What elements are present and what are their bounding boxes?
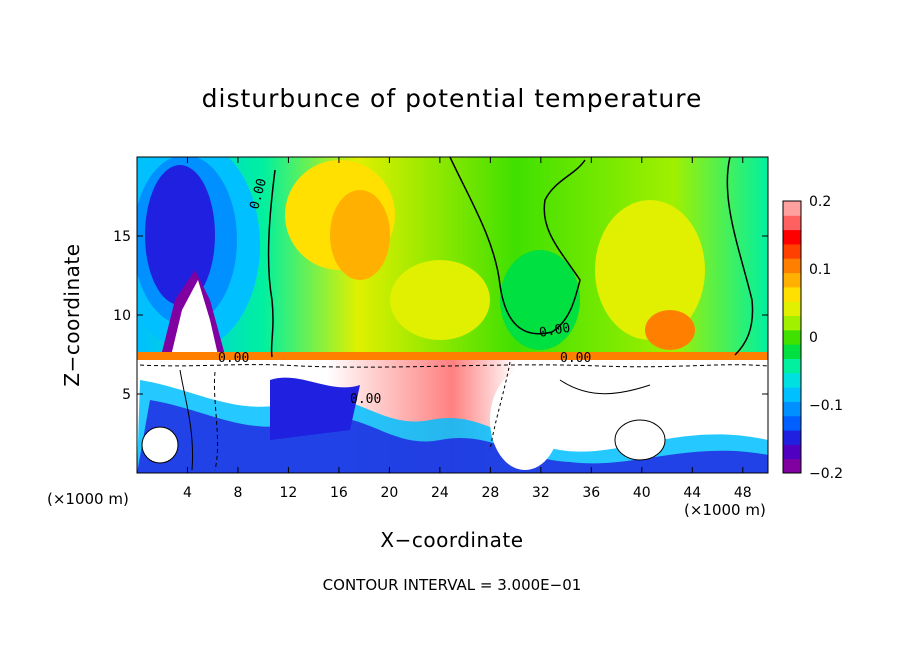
colorbar-swatch (783, 201, 801, 216)
cold-plume-core (170, 280, 218, 360)
x-tick-label: 40 (633, 485, 651, 501)
y-tick-label: 10 (113, 308, 131, 324)
x-tick-label: 16 (330, 485, 348, 501)
contour-line-b (213, 371, 219, 471)
colorbar-frame (782, 200, 802, 474)
contour-zero-1 (267, 169, 276, 358)
x-tick-label: 48 (734, 485, 752, 501)
colorbar-tick-label: 0.1 (809, 262, 831, 278)
colorbar-swatch (783, 415, 801, 431)
colorbar-swatch (783, 372, 801, 388)
x-axis-label: X−coordinate (380, 528, 524, 552)
colorbar-tick-label: −0.1 (809, 398, 843, 414)
cold-region-core (145, 165, 215, 305)
colorbar-swatch (783, 258, 801, 274)
colorbar-tick-label: −0.2 (809, 466, 843, 482)
x-unit-label-right: (×1000 m) (684, 501, 766, 519)
contour-label-5: 0.00 (350, 392, 381, 407)
colorbar-tick-label: 0.2 (809, 194, 831, 210)
colorbar-swatch (783, 401, 801, 417)
contour-zero-3 (726, 157, 754, 356)
contour-label-4: 0.00 (560, 351, 591, 366)
x-tick-label: 28 (481, 485, 499, 501)
colorbar-swatch (783, 358, 801, 374)
x-tick-label: 12 (280, 485, 298, 501)
colorbar-swatch (783, 286, 801, 302)
contour-negative-1 (139, 364, 768, 368)
warm-pocket-center (490, 370, 560, 470)
colorbar-swatch (783, 243, 801, 259)
x-tick-label: 20 (380, 485, 398, 501)
y-tick-label: 5 (122, 387, 131, 403)
inversion-layer (137, 352, 768, 360)
chart-title: disturbunce of potential temperature (201, 84, 703, 113)
warm-region-2 (390, 260, 490, 340)
warm-region-1-core (330, 190, 390, 280)
colorbar-swatch (783, 315, 801, 331)
warm-pocket-right (614, 419, 666, 461)
x-unit-label-left: (×1000 m) (47, 490, 129, 508)
x-tick-label: 8 (233, 485, 242, 501)
y-axis-ticks: 5 10 15 (113, 229, 768, 403)
contour-line-a (179, 369, 194, 471)
colorbar: 0.2 0.1 0 −0.1 −0.2 (782, 194, 843, 482)
colorbar-swatch (783, 215, 801, 231)
x-tick-label: 44 (683, 485, 701, 501)
contour-line-c (489, 361, 511, 451)
y-tick-label: 15 (113, 229, 131, 245)
x-axis-ticks: 4 8 12 16 20 24 28 32 36 40 44 48 (183, 157, 752, 501)
warm-region-3-core (645, 310, 695, 350)
cold-pocket (270, 377, 360, 440)
colorbar-swatch (783, 329, 801, 345)
colorbar-swatch (783, 458, 801, 474)
colorbar-swatch (783, 344, 801, 359)
contour-interval-note: CONTOUR INTERVAL = 3.000E−01 (322, 576, 582, 594)
contour-label-2: 0.00 (538, 321, 571, 341)
field-layer (137, 157, 768, 473)
contour-zero-2 (449, 157, 586, 335)
warm-pocket-left (141, 426, 179, 464)
colorbar-swatch (783, 387, 801, 402)
x-tick-label: 32 (532, 485, 550, 501)
colorbar-swatch (783, 430, 801, 445)
colorbar-swatch (783, 272, 801, 288)
x-tick-label: 36 (582, 485, 600, 501)
colorbar-swatch (783, 444, 801, 460)
colorbar-swatch (783, 229, 801, 245)
x-tick-label: 24 (431, 485, 449, 501)
contour-line-d (559, 379, 651, 395)
turbulence-band-2 (137, 400, 768, 473)
contour-label-3: 0.00 (218, 351, 249, 366)
warm-region-3 (595, 200, 705, 340)
colorbar-swatch (783, 301, 801, 317)
x-tick-label: 4 (183, 485, 192, 501)
colorbar-tick-label: 0 (809, 330, 818, 346)
